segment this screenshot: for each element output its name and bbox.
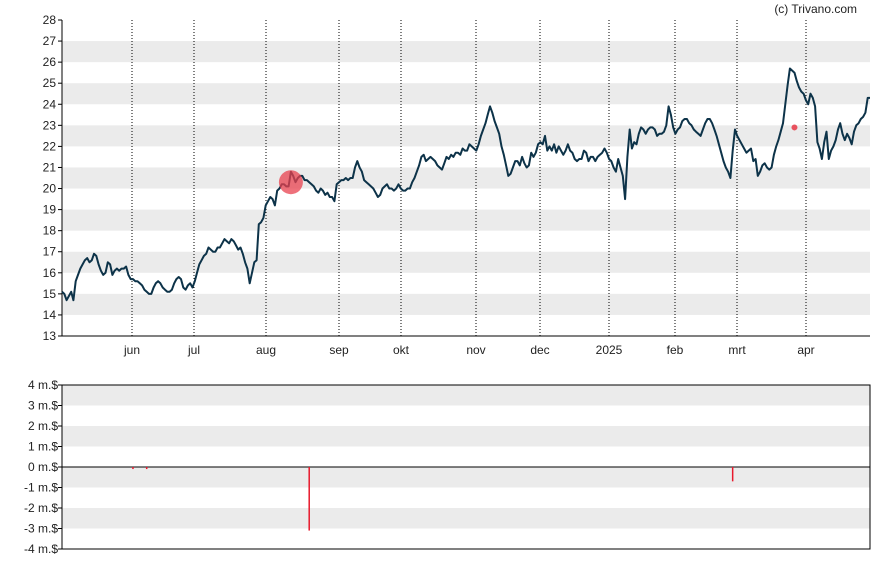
y-tick-label: 20: [43, 182, 57, 196]
y-tick-label: 13: [43, 329, 57, 343]
y-tick-label: 26: [43, 55, 57, 69]
x-tick-label: jun: [123, 343, 140, 357]
x-tick-label: dec: [530, 343, 549, 357]
volume-y-tick-label: 1 m.$: [28, 440, 58, 454]
volume-y-tick-label: 3 m.$: [28, 399, 58, 413]
x-tick-label: aug: [256, 343, 276, 357]
price-marker-small: [791, 124, 798, 131]
y-tick-label: 14: [43, 308, 57, 322]
volume-y-tick-label: -1 m.$: [24, 481, 58, 495]
y-tick-label: 16: [43, 266, 57, 280]
y-tick-label: 22: [43, 139, 57, 153]
price-grid-band: [62, 293, 870, 315]
price-grid-band: [62, 209, 870, 231]
volume-bar: [132, 467, 134, 470]
y-tick-label: 17: [43, 245, 57, 259]
y-tick-label: 25: [43, 76, 57, 90]
volume-y-tick-label: -2 m.$: [24, 501, 58, 515]
y-tick-label: 19: [43, 203, 57, 217]
volume-grid-band: [62, 508, 870, 529]
volume-y-tick-label: 4 m.$: [28, 378, 58, 392]
price-grid-band: [62, 251, 870, 273]
y-tick-label: 28: [43, 13, 57, 27]
volume-y-tick-label: -4 m.$: [24, 542, 58, 556]
volume-y-tick-label: -3 m.$: [24, 522, 58, 536]
volume-grid-band: [62, 467, 870, 488]
volume-y-tick-label: 0 m.$: [28, 460, 58, 474]
volume-grid-band: [62, 385, 870, 406]
y-tick-label: 21: [43, 160, 57, 174]
x-tick-label: jul: [187, 343, 200, 357]
x-tick-label: mrt: [728, 343, 746, 357]
y-tick-label: 15: [43, 287, 57, 301]
y-tick-label: 23: [43, 118, 57, 132]
x-tick-label: feb: [667, 343, 684, 357]
x-tick-label: okt: [393, 343, 410, 357]
y-tick-label: 18: [43, 224, 57, 238]
price-grid-band: [62, 83, 870, 105]
copyright-label: (c) Trivano.com: [774, 2, 857, 16]
volume-bar: [731, 467, 734, 482]
volume-grid-band: [62, 426, 870, 447]
volume-bar: [308, 467, 310, 531]
price-marker-large: [278, 170, 303, 195]
y-tick-label: 24: [43, 97, 57, 111]
x-tick-label: 2025: [596, 343, 623, 357]
volume-chart: -4 m.$ -3 m.$ -2 m.$ -1 m.$ 0 m.$ 1 m.$ 2 m.$ 3…: [24, 378, 871, 556]
x-tick-label: apr: [797, 343, 814, 357]
x-tick-label: nov: [466, 343, 485, 357]
y-tick-label: 27: [43, 34, 57, 48]
volume-bar: [145, 467, 148, 470]
price-line: [61, 67, 870, 302]
price-grid-band: [62, 167, 870, 189]
volume-y-tick-label: 2 m.$: [28, 419, 58, 433]
price-grid-band: [62, 125, 870, 147]
price-chart: jun jul aug sep okt nov dec 2025 feb mrt apr131415…: [43, 13, 870, 357]
price-grid-band: [62, 41, 870, 63]
x-tick-label: sep: [329, 343, 349, 357]
